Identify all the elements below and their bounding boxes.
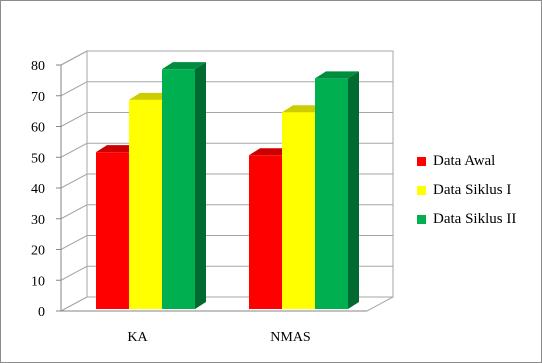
- y-tick-label: 0: [38, 305, 45, 320]
- gridline: [60, 81, 393, 97]
- bar: [96, 152, 129, 309]
- y-tick-label: 50: [31, 151, 45, 166]
- legend-item: Data Awal: [417, 151, 516, 172]
- x-category-label: KA: [127, 330, 148, 345]
- bar-side: [348, 71, 359, 309]
- legend-swatch: [417, 186, 426, 195]
- y-tick-label: 60: [31, 121, 45, 136]
- y-tick-label: 20: [31, 244, 45, 259]
- legend-swatch: [417, 157, 426, 166]
- bar: [315, 78, 348, 309]
- bar: [249, 155, 282, 309]
- bar-top: [162, 62, 206, 70]
- y-tick-label: 40: [31, 182, 45, 197]
- y-tick-label: 70: [31, 90, 45, 105]
- gridline: [60, 50, 393, 66]
- bar-side: [195, 62, 206, 310]
- bar: [162, 69, 195, 310]
- bar: [129, 99, 162, 310]
- legend-label: Data Awal: [433, 153, 496, 169]
- x-category-label: NMAS: [270, 330, 310, 345]
- legend: Data Awal Data Siklus I Data Siklus II: [417, 151, 516, 238]
- y-tick-label: 10: [31, 274, 45, 289]
- legend-label: Data Siklus I: [433, 182, 512, 198]
- y-tick-label: 80: [31, 59, 45, 74]
- legend-label: Data Siklus II: [433, 211, 517, 227]
- y-tick-label: 30: [31, 213, 45, 228]
- bar-top: [315, 71, 359, 79]
- legend-item: Data Siklus I: [417, 180, 516, 201]
- bar: [282, 112, 315, 309]
- legend-item: Data Siklus II: [417, 209, 516, 230]
- legend-swatch: [417, 215, 426, 224]
